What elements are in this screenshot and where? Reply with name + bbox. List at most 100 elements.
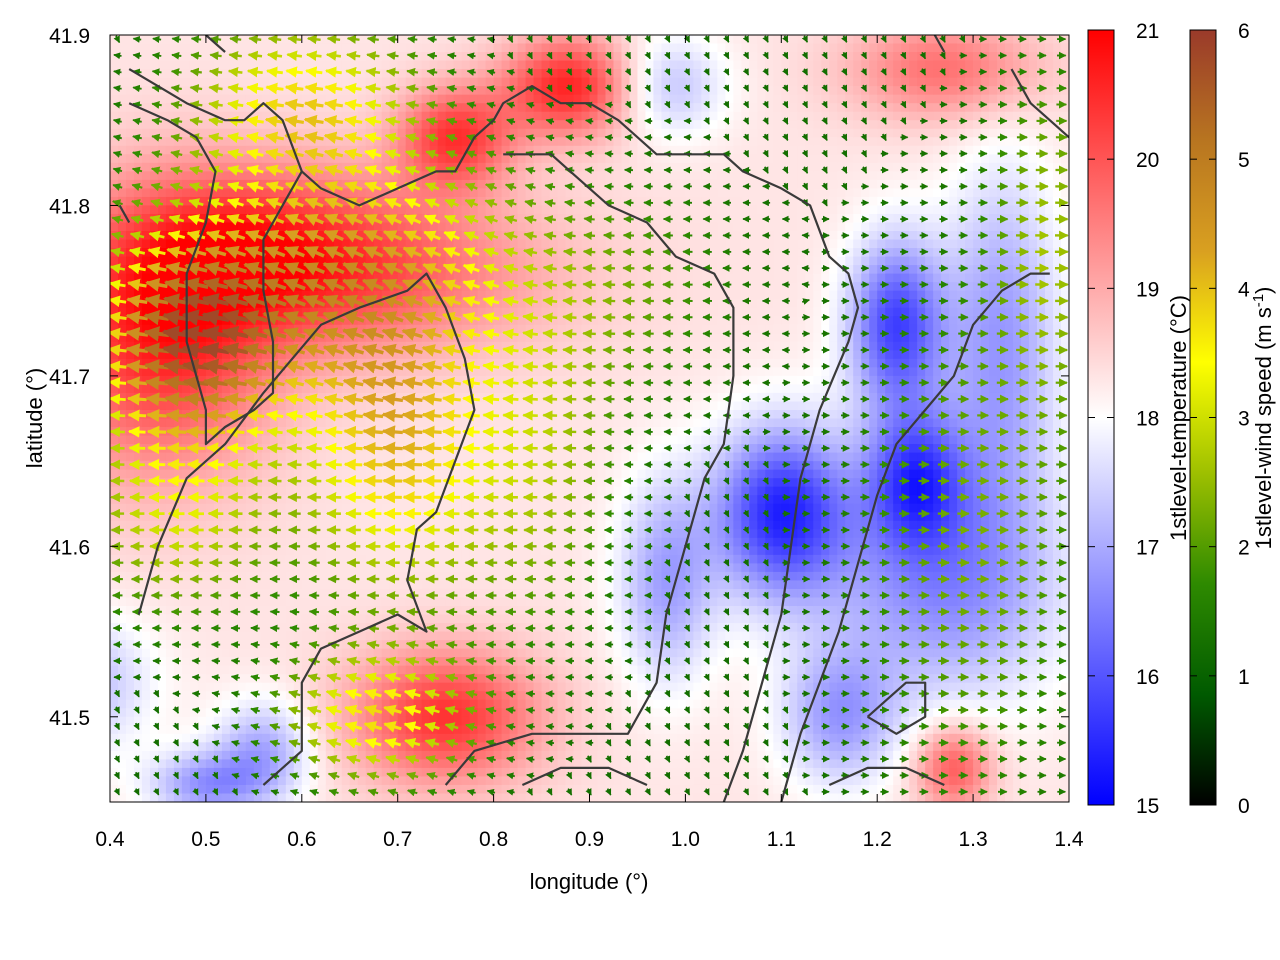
heat-cell — [381, 767, 391, 778]
heat-cell — [469, 154, 479, 164]
heat-cell — [173, 793, 183, 802]
heat-cell — [301, 691, 311, 701]
heat-cell — [437, 657, 447, 667]
heat-cell — [261, 188, 271, 198]
heat-cell — [341, 631, 351, 641]
heat-cell — [469, 290, 479, 300]
heat-cell — [261, 401, 271, 411]
heat-cell — [501, 793, 511, 802]
heat-cell — [501, 699, 511, 709]
heat-cell — [437, 640, 447, 650]
heat-cell — [197, 418, 207, 428]
heat-cell — [117, 648, 127, 658]
heat-cell — [397, 120, 407, 130]
heat-cell — [325, 273, 335, 283]
heat-cell — [277, 248, 287, 258]
heat-cell — [461, 171, 471, 181]
heat-cell — [493, 77, 503, 87]
heat-cell — [173, 605, 183, 616]
heat-cell — [381, 452, 391, 462]
heat-cell — [125, 614, 135, 624]
heat-cell — [437, 162, 447, 172]
heat-cell — [477, 290, 487, 300]
heat-cell — [413, 239, 423, 249]
heat-cell — [493, 682, 503, 692]
heat-cell — [421, 546, 431, 556]
heat-cell — [525, 631, 535, 641]
heat-cell — [541, 614, 551, 624]
heat-cell — [533, 665, 543, 675]
heat-cell — [469, 452, 479, 462]
heat-cell — [309, 418, 319, 428]
heat-cell — [293, 452, 303, 462]
heat-cell — [541, 273, 551, 283]
heat-cell — [261, 614, 271, 624]
heat-cell — [413, 784, 423, 795]
heat-cell — [197, 52, 207, 62]
heat-cell — [525, 171, 535, 181]
heat-cell — [245, 640, 255, 650]
heat-cell — [301, 60, 311, 70]
heat-cell — [293, 222, 303, 232]
heat-cell — [533, 196, 543, 207]
heat-cell — [525, 580, 535, 590]
heat-cell — [157, 554, 167, 564]
heat-cell — [493, 699, 503, 709]
heat-cell — [237, 716, 247, 726]
heat-cell — [469, 495, 479, 505]
heat-cell — [141, 750, 151, 760]
heat-cell — [253, 767, 263, 778]
heat-cell — [437, 512, 447, 522]
heat-cell — [477, 742, 487, 752]
heat-cell — [117, 350, 127, 360]
heat-cell — [141, 503, 151, 513]
heat-cell — [437, 486, 447, 496]
heat-cell — [110, 256, 119, 266]
heat-cell — [493, 793, 503, 802]
heat-cell — [397, 512, 407, 522]
heat-cell — [133, 43, 143, 53]
heat-cell — [110, 563, 119, 573]
heat-cell — [229, 77, 239, 87]
heat-cell — [509, 392, 519, 403]
heat-cell — [117, 316, 127, 326]
heat-cell — [261, 691, 271, 701]
heat-cell — [293, 111, 303, 121]
heat-cell — [325, 171, 335, 181]
heat-cell — [493, 256, 503, 266]
heat-cell — [389, 418, 399, 428]
heat-cell — [341, 767, 351, 778]
heat-cell — [517, 435, 527, 445]
heat-cell — [469, 60, 479, 70]
heat-cell — [501, 597, 511, 607]
heat-cell — [117, 196, 127, 207]
heat-cell — [397, 733, 407, 743]
heat-cell — [237, 682, 247, 692]
heat-cell — [493, 111, 503, 121]
heat-cell — [357, 120, 367, 130]
heat-cell — [381, 60, 391, 70]
heat-cell — [405, 614, 415, 624]
heat-cell — [413, 367, 423, 377]
heat-cell — [413, 213, 423, 224]
heat-cell — [373, 725, 383, 735]
heat-cell — [325, 205, 335, 215]
heat-cell — [245, 605, 255, 616]
heat-cell — [157, 205, 167, 215]
heat-cell — [485, 435, 495, 445]
heat-cell — [237, 699, 247, 709]
heat-cell — [181, 605, 191, 616]
heat-cell — [469, 631, 479, 641]
heat-cell — [125, 750, 135, 760]
heat-cell — [517, 256, 527, 266]
heat-cell — [445, 648, 455, 658]
heat-cell — [509, 35, 519, 45]
heat-cell — [197, 486, 207, 496]
heat-cell — [373, 128, 383, 138]
heat-cell — [205, 657, 215, 667]
heat-cell — [325, 401, 335, 411]
heat-cell — [293, 767, 303, 778]
heat-cell — [157, 580, 167, 590]
heat-cell — [477, 657, 487, 667]
heat-cell — [253, 77, 263, 87]
